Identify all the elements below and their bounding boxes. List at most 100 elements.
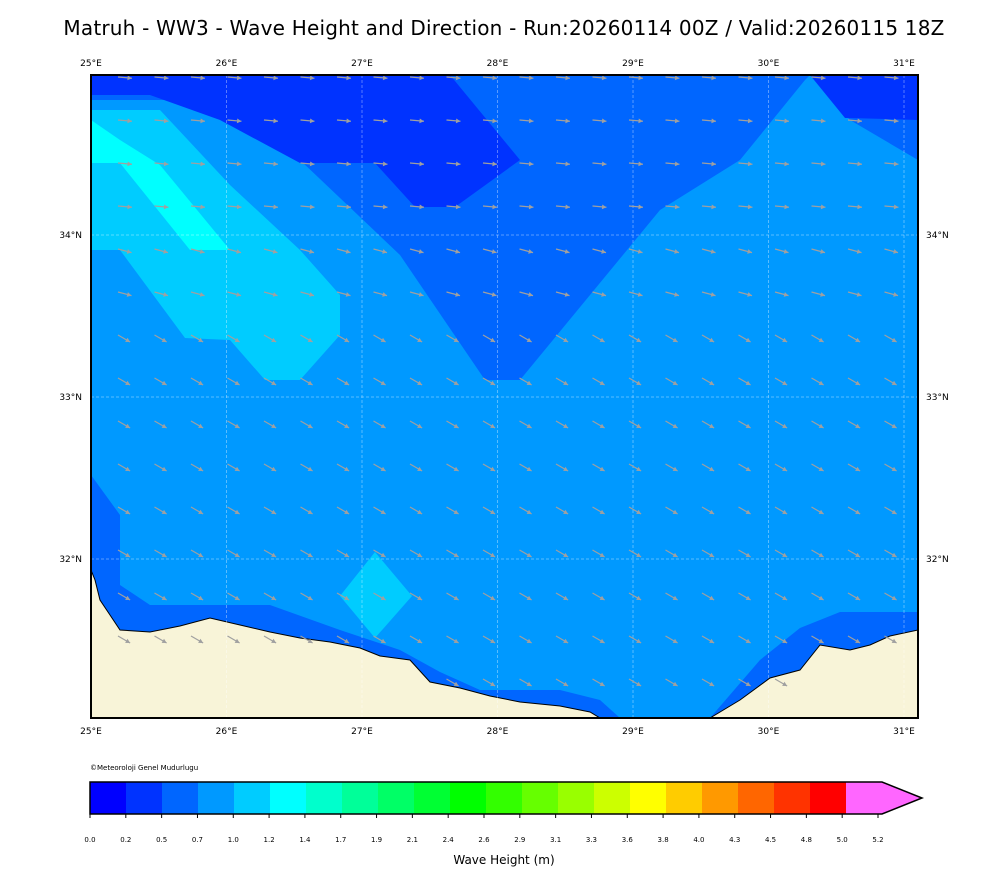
wave-direction-arrow <box>409 291 424 297</box>
wave-direction-arrow <box>300 506 313 515</box>
wave-direction-arrow <box>774 506 788 515</box>
wave-direction-arrow <box>117 161 132 167</box>
colorbar-swatch <box>738 782 774 814</box>
wave-direction-arrow <box>263 204 278 210</box>
wave-direction-arrow <box>227 377 240 386</box>
wave-direction-arrow <box>519 549 532 558</box>
wave-direction-arrow <box>628 204 643 210</box>
lon-tick-label: 25°E <box>80 59 102 69</box>
wave-direction-arrow <box>482 635 496 644</box>
map-title: Matruh - WW3 - Wave Height and Direction… <box>63 16 945 40</box>
wave-direction-arrow <box>774 592 788 601</box>
wave-direction-arrow <box>373 463 386 472</box>
colorbar-swatch <box>90 782 126 814</box>
wave-direction-arrow <box>263 291 278 297</box>
wave-direction-arrow <box>482 506 496 515</box>
wave-direction-arrow <box>227 248 242 254</box>
wave-direction-arrow <box>592 334 605 343</box>
wave-direction-arrow <box>774 635 788 644</box>
wave-direction-arrow <box>592 75 607 81</box>
wave-direction-arrow <box>555 463 569 472</box>
wave-direction-arrow <box>811 334 824 343</box>
wave-direction-arrow <box>884 118 899 124</box>
wave-direction-arrow <box>227 118 242 124</box>
colorbar-swatch <box>378 782 414 814</box>
colorbar-swatch <box>342 782 378 814</box>
wave-direction-arrow <box>519 334 532 343</box>
wave-direction-arrow <box>628 161 643 167</box>
wave-direction-arrow <box>774 549 788 558</box>
wave-direction-arrow <box>409 463 423 472</box>
wave-direction-arrow <box>446 377 459 386</box>
wave-direction-arrow <box>117 204 132 210</box>
colorbar-tick-label: 3.8 <box>658 836 669 844</box>
colorbar-swatch <box>162 782 198 814</box>
wave-direction-arrow <box>555 334 569 343</box>
wave-direction-arrow <box>774 334 788 343</box>
wave-direction-arrow <box>190 592 204 601</box>
wave-direction-arrow <box>628 248 643 254</box>
lon-tick-label: 27°E <box>351 59 373 69</box>
wave-direction-arrow <box>665 161 680 167</box>
colorbar-tick-label: 1.0 <box>228 836 239 844</box>
wave-direction-arrow <box>227 334 240 343</box>
wave-direction-arrow <box>300 75 315 81</box>
wave-direction-arrow <box>665 75 680 81</box>
wave-direction-arrow <box>263 118 278 124</box>
wave-direction-arrow <box>811 592 824 601</box>
wave-direction-arrow <box>409 204 424 210</box>
colorbar-tick-label: 2.9 <box>514 836 525 844</box>
colorbar-tick-label: 2.4 <box>443 836 455 844</box>
wave-direction-arrow <box>519 506 532 515</box>
wave-direction-arrow <box>884 248 899 254</box>
colorbar-tick-label: 3.3 <box>586 836 597 844</box>
wave-direction-arrow <box>847 118 862 124</box>
wave-direction-arrow <box>263 463 277 472</box>
wave-direction-arrows <box>117 75 899 687</box>
wave-direction-arrow <box>519 75 534 81</box>
lon-tick-label: 29°E <box>622 727 644 737</box>
wave-direction-arrow <box>227 291 242 297</box>
colorbar-tick-label: 2.6 <box>478 836 490 844</box>
wave-direction-arrow <box>628 592 642 601</box>
wave-direction-arrow <box>592 118 607 124</box>
wave-direction-arrow <box>701 549 715 558</box>
sea-band-1.2-west <box>91 120 230 250</box>
colorbar-tick-label: 2.1 <box>407 836 418 844</box>
wave-direction-arrow <box>336 463 350 472</box>
wave-direction-arrow <box>263 334 277 343</box>
wave-direction-arrow <box>811 118 826 124</box>
colorbar-swatch <box>234 782 270 814</box>
colorbar-tick-label: 4.0 <box>693 836 704 844</box>
wave-direction-arrow <box>409 506 423 515</box>
colorbar-swatch <box>630 782 666 814</box>
wave-direction-arrow <box>519 161 534 167</box>
wave-direction-arrow <box>592 635 605 644</box>
wave-direction-arrow <box>738 248 753 254</box>
wave-direction-arrow <box>519 204 534 210</box>
wave-direction-arrow <box>190 204 205 210</box>
wave-direction-arrow <box>628 118 643 124</box>
wave-direction-arrow <box>190 420 204 429</box>
wave-direction-arrow <box>519 377 532 386</box>
wave-direction-arrow <box>117 506 131 515</box>
wave-direction-arrow <box>628 463 642 472</box>
wave-direction-arrow <box>446 420 459 429</box>
colorbar-swatch <box>594 782 630 814</box>
wave-direction-arrow <box>592 377 605 386</box>
wave-direction-arrow <box>409 334 423 343</box>
wave-direction-arrow <box>811 420 824 429</box>
wave-direction-arrow <box>738 377 751 386</box>
wave-direction-arrow <box>373 161 388 167</box>
wave-direction-arrow <box>774 291 789 297</box>
wave-direction-arrow <box>409 75 424 81</box>
wave-direction-arrow <box>811 291 826 297</box>
wave-direction-arrow <box>738 549 751 558</box>
colorbar-swatch <box>558 782 594 814</box>
wave-direction-arrow <box>154 248 169 254</box>
wave-direction-arrow <box>117 248 132 254</box>
colorbar-tick-label: 5.0 <box>837 836 848 844</box>
wave-direction-arrow <box>555 592 569 601</box>
wave-direction-arrow <box>701 506 715 515</box>
